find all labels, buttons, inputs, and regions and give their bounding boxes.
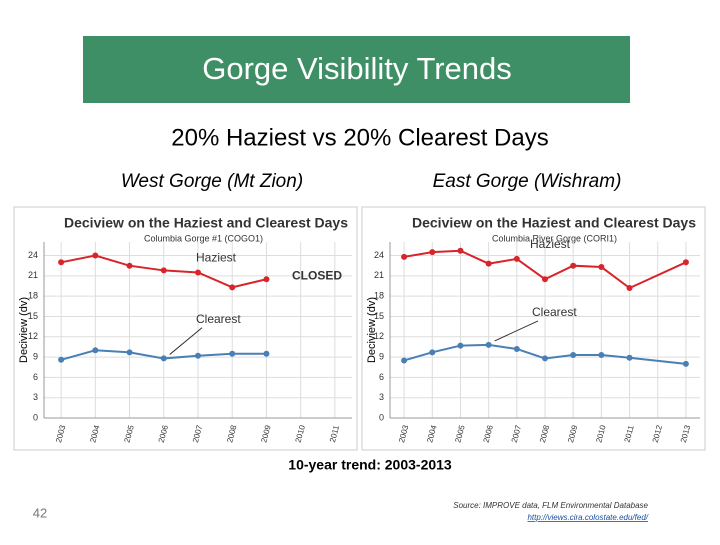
- data-point: [682, 259, 689, 266]
- data-point: [92, 252, 99, 259]
- data-point: [126, 349, 133, 356]
- data-point: [626, 354, 633, 361]
- y-tick-label: 9: [33, 351, 38, 361]
- series-label: Haziest: [196, 251, 237, 265]
- data-point: [570, 262, 577, 269]
- data-point: [92, 347, 99, 354]
- y-tick-label: 0: [379, 412, 384, 422]
- data-point: [263, 276, 270, 283]
- data-point: [58, 259, 65, 266]
- chart-frame: [13, 206, 358, 451]
- data-point: [682, 360, 689, 367]
- panel-label: West Gorge (Mt Zion): [121, 171, 303, 192]
- data-point: [542, 355, 548, 362]
- y-tick-label: 12: [28, 331, 38, 341]
- data-point: [598, 264, 605, 271]
- y-tick-label: 18: [28, 291, 38, 301]
- data-point: [457, 247, 464, 254]
- y-tick-label: 0: [33, 412, 38, 422]
- data-point: [263, 350, 270, 357]
- annotation: CLOSED: [292, 268, 342, 282]
- y-tick-label: 3: [379, 392, 384, 402]
- annotation-arrow: [494, 320, 539, 342]
- data-point: [542, 276, 548, 283]
- series-label: Haziest: [530, 237, 571, 251]
- chart-frame: [361, 206, 706, 451]
- chart-title: Deciview on the Haziest and Clearest Day…: [64, 215, 348, 231]
- chart-subtitle: Columbia River Gorge (CORI1): [492, 233, 617, 243]
- data-point: [195, 269, 201, 276]
- data-point: [160, 267, 167, 274]
- y-tick-label: 15: [374, 311, 384, 321]
- data-point: [126, 262, 133, 269]
- data-point: [401, 253, 408, 260]
- series-line: [403, 343, 687, 365]
- x-tick-label: 2011: [328, 424, 341, 443]
- panel-label: East Gorge (Wishram): [433, 171, 622, 192]
- trend-note: 10-year trend: 2003-2013: [288, 457, 452, 473]
- data-point: [570, 352, 577, 359]
- data-point: [401, 357, 408, 364]
- y-tick-label: 15: [28, 311, 38, 321]
- source-url[interactable]: http://views.cira.colostate.edu/fed/: [527, 513, 648, 522]
- y-tick-label: 3: [33, 392, 38, 402]
- y-axis-label: Deciview (dv): [18, 297, 30, 363]
- chart-title: Deciview on the Haziest and Clearest Day…: [412, 215, 696, 231]
- slide-subtitle: 20% Haziest vs 20% Clearest Days: [171, 124, 548, 151]
- y-tick-label: 24: [28, 250, 38, 260]
- y-tick-label: 6: [379, 372, 384, 382]
- y-tick-label: 21: [374, 270, 384, 280]
- data-point: [160, 355, 167, 362]
- data-point: [195, 352, 201, 359]
- series-line: [403, 249, 687, 290]
- title-bar: [83, 36, 630, 103]
- data-point: [513, 255, 520, 262]
- x-tick-label: 2011: [623, 424, 636, 443]
- annotation-arrow: [169, 327, 203, 355]
- data-point: [229, 284, 236, 291]
- chart-subtitle: Columbia Gorge #1 (COGO1): [144, 233, 263, 243]
- y-tick-label: 12: [374, 331, 384, 341]
- y-tick-label: 18: [374, 291, 384, 301]
- y-tick-label: 24: [374, 250, 384, 260]
- y-tick-label: 9: [379, 351, 384, 361]
- source: Source: IMPROVE data, FLM Environmental …: [453, 501, 648, 510]
- y-axis-label: Deciview (dv): [366, 297, 378, 363]
- data-point: [485, 341, 492, 348]
- data-point: [626, 285, 633, 292]
- y-tick-label: 6: [33, 372, 38, 382]
- series-label: Clearest: [196, 312, 241, 326]
- y-tick-label: 21: [28, 270, 38, 280]
- series-label: Clearest: [532, 305, 577, 319]
- data-point: [457, 342, 464, 349]
- data-point: [485, 260, 492, 267]
- data-point: [598, 352, 605, 359]
- data-point: [513, 345, 520, 352]
- data-point: [429, 349, 436, 356]
- slide-title: Gorge Visibility Trends: [202, 51, 512, 86]
- data-point: [429, 249, 436, 256]
- data-point: [229, 350, 236, 357]
- data-point: [58, 356, 65, 363]
- page-number: 42: [33, 505, 47, 520]
